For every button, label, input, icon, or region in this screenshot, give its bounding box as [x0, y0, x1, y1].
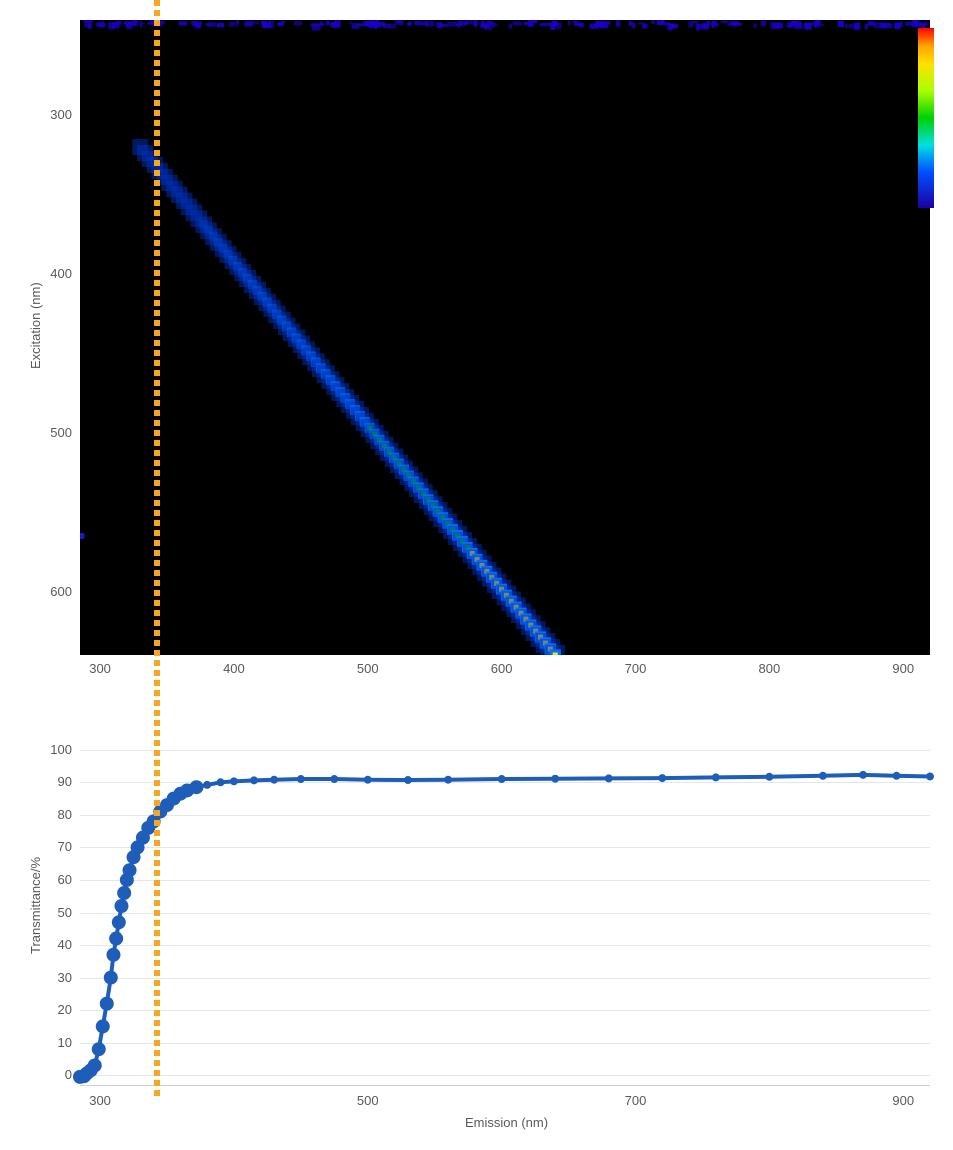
line-y-tick: 40: [58, 937, 72, 952]
line-y-tick: 30: [58, 970, 72, 985]
line-y-tick: 80: [58, 807, 72, 822]
heatmap-y-tick: 400: [50, 266, 72, 281]
line-y-tick: 10: [58, 1035, 72, 1050]
line-x-tick: 300: [89, 1093, 111, 1108]
line-y-tick: 0: [65, 1067, 72, 1082]
heatmap-x-tick: 500: [357, 661, 379, 676]
transmittance-plot: [80, 740, 930, 1085]
x-baseline: [80, 1085, 930, 1086]
line-markers: [80, 740, 930, 1085]
heatmap-x-tick: 800: [759, 661, 781, 676]
heatmap-x-tick: 600: [491, 661, 513, 676]
heatmap-x-tick: 400: [223, 661, 245, 676]
line-y-tick: 90: [58, 774, 72, 789]
line-y-tick: 70: [58, 839, 72, 854]
line-x-tick: 500: [357, 1093, 379, 1108]
line-y-axis-label: Transmittance/%: [28, 857, 43, 954]
line-y-tick: 100: [50, 742, 72, 757]
line-y-tick: 50: [58, 905, 72, 920]
heatmap-y-axis-label: Excitation (nm): [28, 283, 43, 370]
heatmap-plot: [80, 20, 930, 655]
line-x-axis-label: Emission (nm): [465, 1115, 548, 1130]
heatmap-x-tick: 700: [625, 661, 647, 676]
line-y-tick: 60: [58, 872, 72, 887]
figure-page: 300400500600Excitation (nm)3004005006007…: [0, 0, 953, 1150]
line-y-tick: 20: [58, 1002, 72, 1017]
line-x-tick: 900: [892, 1093, 914, 1108]
heatmap-y-tick: 300: [50, 107, 72, 122]
heatmap-x-tick: 900: [892, 661, 914, 676]
heatmap-y-tick: 500: [50, 425, 72, 440]
reference-line: [154, 0, 160, 1100]
heatmap-x-tick: 300: [89, 661, 111, 676]
heatmap-y-tick: 600: [50, 584, 72, 599]
line-x-tick: 700: [625, 1093, 647, 1108]
heatmap-colorbar: [918, 28, 934, 208]
